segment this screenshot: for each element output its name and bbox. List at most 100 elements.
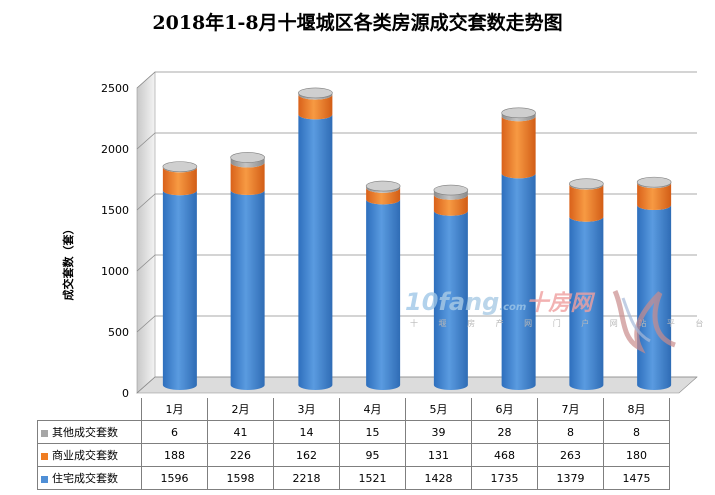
bar-segment [366,186,401,193]
table-cell: 14 [273,420,340,444]
y-tick-label: 0 [122,387,129,400]
bar-stack [298,87,333,391]
y-tick-label: 2000 [101,143,129,156]
bar-segment [162,190,197,390]
watermark-emblem-icon [612,289,676,354]
bar-segment [569,216,604,390]
legend-label: 商业成交套数 [52,449,118,462]
bar-top-cap [501,107,536,119]
table-cell: 15 [339,420,406,444]
x-category-label: 1月 [141,398,208,421]
bar-segment [230,190,265,390]
watermark-slogan: 十 堰 房 产 网 门 户 网 站 平 台 [410,319,713,328]
legend-entry: 其他成交套数 [37,420,142,444]
bar-stack [569,178,604,390]
back-wall [155,72,697,377]
watermark-brand-b: fang [438,288,500,316]
legend-entry: 商业成交套数 [37,443,142,467]
table-cell: 131 [405,443,472,467]
table-cell: 1475 [603,466,670,490]
x-category-label: 6月 [471,398,538,421]
bar-segment [366,199,401,390]
watermark-brand-c: .com [499,302,527,313]
floor [136,376,698,394]
bar-top-cap [569,178,604,189]
y-axis-label: 成交套数（套） [61,224,75,301]
table-cell: 468 [471,443,538,467]
bar-segment [433,194,468,216]
gridline [136,71,697,89]
bar-top-cap [433,184,469,196]
bar-segment [501,116,536,179]
table-cell: 39 [405,420,472,444]
y-tick-label: 500 [108,326,129,339]
table-cell: 2218 [273,466,340,490]
table-cell: 1596 [141,466,208,490]
y-tick-label: 1000 [101,265,129,278]
table-cell: 8 [537,420,604,444]
x-category-label: 3月 [273,398,340,421]
table-row: 商业成交套数 188 226 162 95 131 468 263 180 [37,443,670,467]
watermark-brand-a: 10 [405,288,439,316]
x-category-label: 5月 [405,398,472,421]
table-cell: 1521 [339,466,406,490]
table-cell: 226 [207,443,274,467]
table-cell: 1735 [471,466,538,490]
bar-segment [501,173,536,390]
bar-segment [298,94,333,120]
bar-segment [366,187,401,205]
bar-segment [433,190,468,200]
bar-stack [433,184,469,390]
table-cell: 1428 [405,466,472,490]
bar-segment [501,112,536,122]
table-cell: 263 [537,443,604,467]
x-category-label: 4月 [339,398,406,421]
bar-stack [162,161,198,390]
table-cell: 6 [141,420,208,444]
bar-stack [501,107,536,390]
bar-segment [637,183,672,211]
bar-segment [230,162,265,196]
data-table: 1月 2月 3月 4月 5月 6月 7月 8月 其他成交套数 6 41 14 15 39 28 8 8 商业成交套… [37,398,670,490]
table-cell: 28 [471,420,538,444]
x-category-label: 7月 [537,398,604,421]
x-category-label: 8月 [603,398,670,421]
table-cell: 188 [141,443,208,467]
bar-segment [569,184,604,222]
table-cell: 8 [603,420,670,444]
bar-segment [298,114,333,391]
y-tick-label: 1500 [101,204,129,217]
bar-segment [162,167,197,196]
legend-entry: 住宅成交套数 [37,466,142,490]
table-cell: 162 [273,443,340,467]
legend-label: 其他成交套数 [52,426,118,439]
watermark-logo: 10fang.com十房网 [405,285,592,317]
side-wall [136,71,156,394]
watermark-brand-cn: 十房网 [526,291,593,316]
bar-top-cap [298,87,333,99]
y-tick-label: 2500 [101,82,129,95]
legend-label: 住宅成交套数 [52,472,118,485]
table-cell: 95 [339,443,406,467]
bar-segment [433,210,468,390]
table-corner [37,398,142,421]
bar-top-cap [230,152,265,163]
bar-stack [365,180,401,390]
table-row: 住宅成交套数 1596 1598 2218 1521 1428 1735 1379 1475 [37,466,670,490]
table-row: 其他成交套数 6 41 14 15 39 28 8 8 [37,420,670,444]
bar-top-cap [636,176,672,188]
table-cell: 1379 [537,466,604,490]
table-cell: 180 [603,443,670,467]
bar-top-cap [162,161,198,172]
chart-title: 2018年1-8月十堰城区各类房源成交套数走势图 [152,12,563,34]
table-cell: 1598 [207,466,274,490]
legend-swatch [41,452,48,460]
legend-swatch [41,429,48,437]
legend-swatch [41,475,48,483]
table-cell: 41 [207,420,274,444]
bar-stack [230,152,265,390]
x-category-label: 2月 [207,398,274,421]
bar-top-cap [365,180,401,192]
bar-segment [298,92,333,100]
